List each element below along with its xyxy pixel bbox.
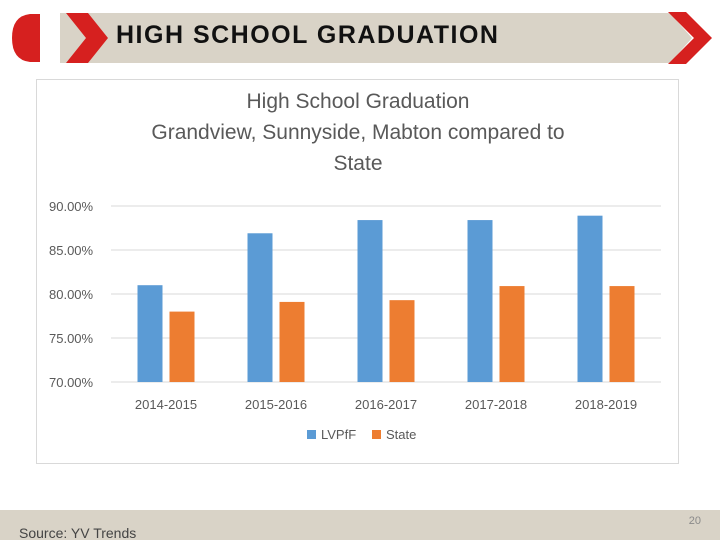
y-tick-label: 75.00% <box>49 331 94 346</box>
header-banner: HIGH SCHOOL GRADUATION <box>0 0 720 72</box>
x-tick-label: 2018-2019 <box>575 397 637 412</box>
y-tick-label: 85.00% <box>49 243 94 258</box>
chart-title-line: High School Graduation <box>247 90 470 113</box>
banner-graphic <box>12 12 712 64</box>
bar-lvpff <box>247 233 273 382</box>
chart-title-line: Grandview, Sunnyside, Mabton compared to <box>151 121 564 144</box>
x-tick-label: 2014-2015 <box>135 397 197 412</box>
bar-state <box>499 286 525 382</box>
bar-lvpff <box>357 220 383 382</box>
legend-swatch-state <box>372 430 381 439</box>
y-tick-label: 90.00% <box>49 199 94 214</box>
right-chevron-icon <box>668 12 712 64</box>
slide-title: HIGH SCHOOL GRADUATION <box>116 21 500 49</box>
bar-state <box>609 286 635 382</box>
bar-lvpff <box>577 215 603 382</box>
bar-lvpff <box>467 220 493 382</box>
legend-label: LVPfF <box>321 427 356 442</box>
footer-bar: Source: YV Trends 20 <box>0 510 720 541</box>
left-chevron-icon <box>66 13 108 63</box>
y-tick-label: 80.00% <box>49 287 94 302</box>
bar-chart: High School Graduation Grandview, Sunnysi… <box>49 90 661 442</box>
bar-state <box>169 311 195 382</box>
chart-title-line: State <box>333 152 382 175</box>
bar-lvpff <box>137 285 163 382</box>
page-number: 20 <box>688 515 701 527</box>
source-caption: Source: YV Trends <box>19 525 137 541</box>
bar-state <box>279 301 305 382</box>
x-tick-label: 2015-2016 <box>245 397 307 412</box>
chart-frame: High School Graduation Grandview, Sunnysi… <box>36 79 679 464</box>
legend-label: State <box>386 427 416 442</box>
x-tick-label: 2016-2017 <box>355 397 417 412</box>
banner-ribbon <box>60 13 692 63</box>
x-tick-label: 2017-2018 <box>465 397 527 412</box>
bar-state <box>389 300 415 382</box>
legend-swatch-lvpff <box>307 430 316 439</box>
y-tick-label: 70.00% <box>49 375 94 390</box>
left-accent-shape <box>12 14 40 62</box>
